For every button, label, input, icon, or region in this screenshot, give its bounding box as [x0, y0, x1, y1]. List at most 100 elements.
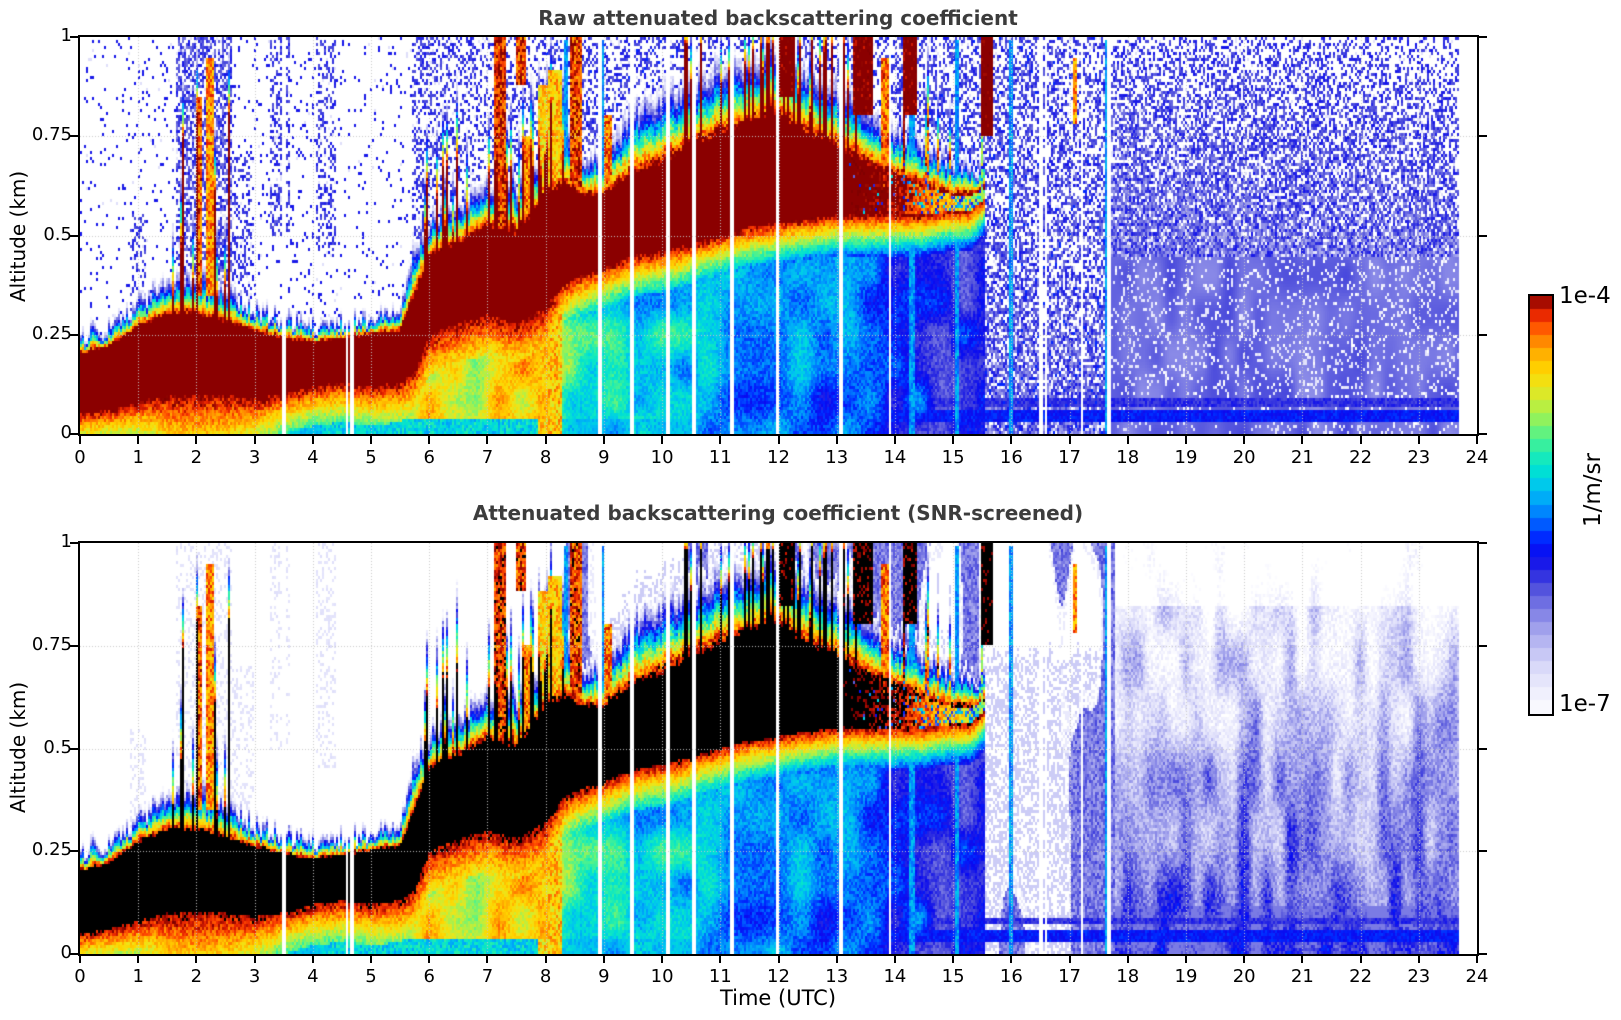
x-tick-raw [428, 436, 431, 444]
x-tick-raw [1359, 436, 1362, 444]
x-tick-label-raw: 13 [825, 447, 849, 468]
x-tick-raw [137, 436, 140, 444]
x-tick-raw [835, 436, 838, 444]
x-tick-screened [835, 955, 838, 963]
x-tick-label-screened: 23 [1407, 966, 1431, 987]
x-tick-screened [893, 955, 896, 963]
x-tick-label-screened: 14 [883, 966, 907, 987]
x-tick-label-screened: 8 [539, 966, 552, 987]
y-tick-left-raw [70, 333, 78, 336]
y-tick-right-raw [1479, 135, 1487, 138]
x-tick-raw [1243, 436, 1246, 444]
x-tick-label-raw: 11 [708, 447, 732, 468]
raw-panel-title: Raw attenuated backscattering coefficien… [538, 6, 1018, 30]
x-tick-label-screened: 15 [941, 966, 965, 987]
y-tick-label-screened: 0 [60, 942, 72, 963]
x-tick-label-screened: 21 [1290, 966, 1314, 987]
x-tick-label-raw: 22 [1349, 447, 1373, 468]
y-tick-left-screened [70, 747, 78, 750]
y-tick-label-raw: 1 [60, 25, 72, 46]
x-tick-label-screened: 24 [1465, 966, 1489, 987]
x-tick-raw [1010, 436, 1013, 444]
y-tick-left-raw [70, 36, 78, 38]
x-tick-raw [370, 436, 373, 444]
y-tick-label-screened: 1 [60, 531, 72, 552]
x-tick-label-raw: 24 [1465, 447, 1489, 468]
y-tick-left-screened [70, 542, 78, 544]
x-tick-screened [311, 955, 314, 963]
x-tick-label-raw: 20 [1232, 447, 1256, 468]
y-tick-label-raw: 0 [60, 422, 72, 443]
y-tick-left-screened [70, 850, 78, 853]
x-tick-label-screened: 17 [1058, 966, 1081, 987]
x-tick-screened [1126, 955, 1129, 963]
y-tick-label-raw: 0.75 [31, 124, 72, 146]
x-tick-label-raw: 0 [74, 447, 86, 468]
x-tick-label-screened: 20 [1232, 966, 1256, 987]
x-tick-screened [719, 955, 722, 963]
x-tick-screened [1243, 955, 1246, 963]
y-tick-left-raw [70, 234, 78, 237]
x-tick-label-raw: 7 [481, 447, 494, 468]
x-tick-screened [544, 955, 547, 963]
x-tick-screened [1359, 955, 1362, 963]
x-tick-screened [777, 955, 780, 963]
x-tick-raw [719, 436, 722, 444]
x-tick-label-raw: 12 [767, 447, 790, 468]
screened-panel-title: Attenuated backscattering coefficient (S… [472, 501, 1084, 525]
x-tick-screened [1476, 955, 1478, 963]
y-tick-right-screened [1479, 850, 1487, 853]
colorbar-max-label: 1e-4 [1559, 283, 1611, 309]
colorbar-canvas [1530, 296, 1552, 714]
x-tick-screened [253, 955, 256, 963]
x-tick-raw [1301, 436, 1304, 444]
x-tick-screened [195, 955, 198, 963]
x-tick-label-raw: 16 [999, 447, 1023, 468]
x-tick-label-raw: 9 [598, 447, 610, 468]
x-tick-label-raw: 17 [1058, 447, 1081, 468]
x-tick-label-screened: 0 [74, 966, 86, 987]
x-tick-label-raw: 2 [190, 447, 203, 468]
x-tick-label-raw: 15 [941, 447, 965, 468]
colorbar-unit-label: 1/m/sr [1580, 453, 1606, 527]
y-tick-right-screened [1479, 747, 1487, 750]
x-tick-label-raw: 8 [539, 447, 552, 468]
x-tick-screened [1010, 955, 1013, 963]
colorbar-min-label: 1e-7 [1559, 691, 1611, 717]
x-tick-label-raw: 21 [1290, 447, 1314, 468]
y-tick-right-screened [1479, 644, 1487, 647]
x-tick-screened [1184, 955, 1187, 963]
x-tick-raw [544, 436, 547, 444]
x-tick-label-screened: 7 [481, 966, 494, 987]
x-tick-raw [661, 436, 664, 444]
x-tick-raw [253, 436, 256, 444]
y-tick-left-screened [70, 644, 78, 647]
x-tick-label-screened: 3 [248, 966, 261, 987]
x-tick-screened [79, 955, 81, 963]
x-tick-label-screened: 16 [999, 966, 1023, 987]
x-tick-label-raw: 14 [883, 447, 907, 468]
x-tick-label-screened: 13 [825, 966, 849, 987]
x-tick-screened [952, 955, 955, 963]
y-tick-left-raw [70, 135, 78, 138]
y-tick-left-screened [70, 953, 78, 955]
x-tick-label-raw: 19 [1174, 447, 1198, 468]
y-tick-right-screened [1479, 953, 1487, 955]
x-tick-label-screened: 10 [650, 966, 674, 987]
x-tick-screened [486, 955, 489, 963]
x-tick-label-raw: 3 [248, 447, 261, 468]
x-tick-label-screened: 18 [1116, 966, 1140, 987]
y-tick-label-raw: 0.25 [31, 322, 72, 344]
y-tick-label-raw: 0.5 [43, 223, 72, 245]
x-tick-screened [661, 955, 664, 963]
x-tick-raw [777, 436, 780, 444]
x-tick-raw [79, 436, 81, 444]
x-tick-label-screened: 9 [598, 966, 610, 987]
raw-heatmap-canvas [80, 37, 1477, 434]
x-tick-label-screened: 6 [423, 966, 435, 987]
x-tick-label-screened: 4 [307, 966, 319, 987]
x-tick-label-raw: 5 [365, 447, 377, 468]
x-axis-label: Time (UTC) [719, 986, 837, 1010]
x-tick-screened [428, 955, 431, 963]
x-tick-raw [486, 436, 489, 444]
